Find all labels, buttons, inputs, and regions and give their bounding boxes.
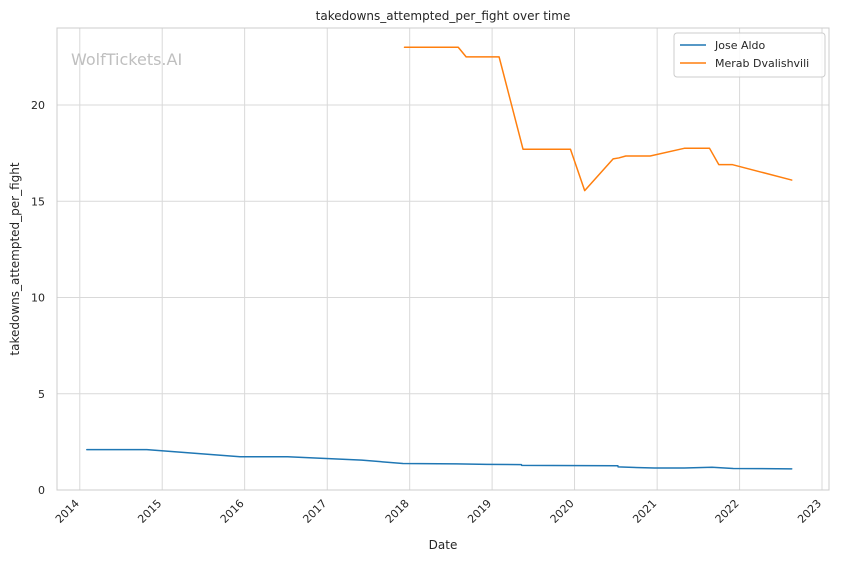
y-tick-label: 15 xyxy=(31,195,45,208)
plot-frame xyxy=(56,27,830,491)
legend-box xyxy=(673,32,826,78)
series-line-jose-aldo xyxy=(86,448,793,470)
y-axis-ticks: 0 5 10 15 20 xyxy=(31,99,45,497)
legend-label: Merab Dvalishvili xyxy=(715,57,809,70)
y-tick-label: 5 xyxy=(38,388,45,401)
plot-area xyxy=(57,28,829,490)
series-line-merab-dvalishvili xyxy=(403,46,793,192)
y-tick-label: 10 xyxy=(31,292,45,305)
y-tick-label: 0 xyxy=(38,484,45,497)
watermark: WolfTickets.AI xyxy=(71,50,182,69)
legend-label: Jose Aldo xyxy=(714,39,766,52)
series-lines xyxy=(86,46,793,470)
x-axis-label: Date xyxy=(429,538,458,552)
y-tick-label: 20 xyxy=(31,99,45,112)
y-axis-label: takedowns_attempted_per_fight xyxy=(8,162,22,355)
chart-title: takedowns_attempted_per_fight over time xyxy=(316,9,571,23)
legend: Jose Aldo Merab Dvalishvili xyxy=(673,32,826,78)
